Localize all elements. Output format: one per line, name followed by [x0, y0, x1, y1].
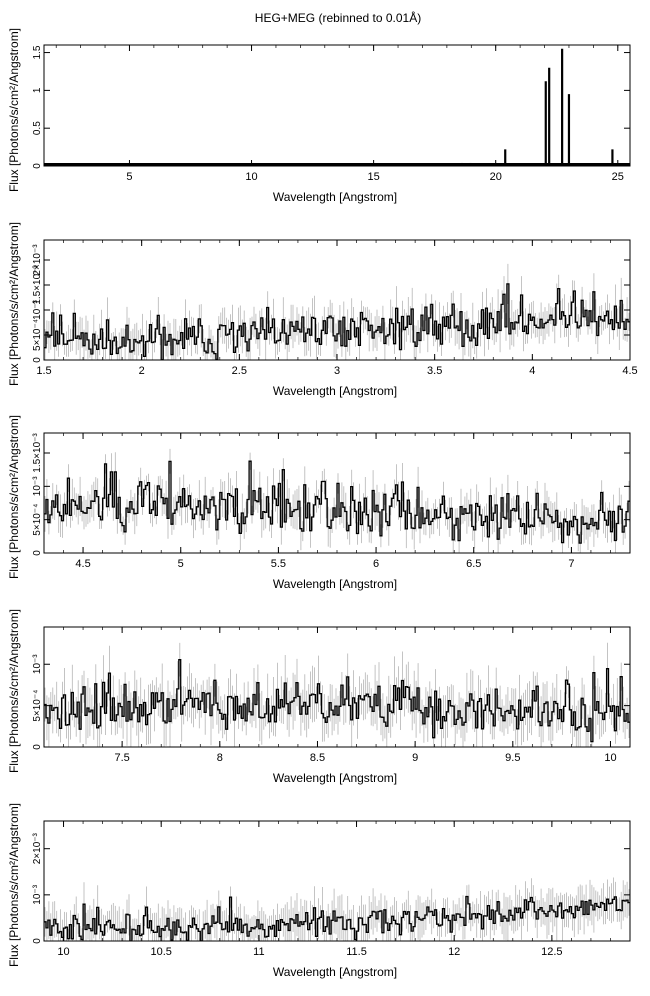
plot-area — [44, 642, 630, 747]
y-tick-label: 1.5×10⁻³ — [32, 265, 43, 305]
x-tick-label: 4.5 — [75, 558, 90, 570]
x-tick-label: 5 — [126, 171, 132, 183]
x-axis-label: Wavelength [Angstrom] — [273, 190, 397, 204]
y-tick-label: 0 — [32, 938, 43, 944]
x-tick-label: 8.5 — [310, 752, 325, 764]
plot-area — [44, 48, 630, 166]
x-tick-label: 12.5 — [541, 946, 562, 958]
x-tick-label: 11 — [253, 946, 264, 958]
x-tick-label: 20 — [490, 171, 502, 183]
y-axis-label: Flux [Photons/s/cm²/Angstrom] — [7, 28, 21, 192]
spectrum-panel-5: 10 10.5 11 11.5 12 12.5 0 10⁻³ 2×10⁻³ Wavelength … — [7, 803, 631, 979]
x-tick-label: 10.5 — [150, 946, 171, 958]
y-tick-label: 1 — [32, 87, 43, 93]
plot-frame — [43, 820, 631, 942]
x-tick-label: 4 — [529, 365, 535, 377]
x-tick-label: 12 — [448, 946, 460, 958]
y-tick-label: 5×10⁻⁴ — [32, 690, 43, 722]
x-tick-label: 6 — [373, 558, 379, 570]
y-tick-label: 2×10⁻³ — [32, 832, 43, 864]
error-bars — [44, 263, 630, 360]
y-tick-label: 0 — [32, 357, 43, 363]
figure-title: HEG+MEG (rebinned to 0.01Å) — [255, 10, 421, 25]
x-axis-label: Wavelength [Angstrom] — [273, 577, 397, 591]
spectrum-histogram — [44, 895, 630, 941]
spectrum-panel-4: 7.5 8 8.5 9 9.5 10 0 5×10⁻⁴ 10⁻³ Wavelength [Angs… — [7, 609, 631, 785]
plot-frame — [43, 626, 631, 748]
spectrum-panel-1: 5 10 15 20 25 0 0.5 1 1.5 Wavelength [Angstrom] Fl… — [7, 28, 631, 204]
y-tick-label: 0 — [32, 163, 43, 169]
x-axis-label: Wavelength [Angstrom] — [273, 771, 397, 785]
x-axis-label: Wavelength [Angstrom] — [273, 965, 397, 979]
y-axis-label: Flux [Photons/s/cm²/Angstrom] — [7, 222, 21, 386]
spectrum-histogram — [44, 460, 630, 544]
x-tick-label: 10 — [604, 752, 616, 764]
plot-area — [44, 448, 630, 553]
plot-area — [44, 877, 630, 941]
x-tick-label: 15 — [368, 171, 380, 183]
y-tick-label: 10⁻³ — [32, 299, 43, 319]
x-tick-label: 3.5 — [427, 365, 442, 377]
y-tick-label: 10⁻³ — [32, 476, 43, 496]
y-axis-label: Flux [Photons/s/cm²/Angstrom] — [7, 803, 21, 967]
y-tick-label: 10⁻³ — [32, 884, 43, 904]
y-tick-label: 10⁻³ — [32, 654, 43, 674]
y-axis-label: Flux [Photons/s/cm²/Angstrom] — [7, 415, 21, 579]
plot-area — [44, 263, 630, 360]
y-tick-label: 1.5 — [32, 45, 43, 59]
y-tick-label: 5×10⁻⁴ — [32, 504, 43, 536]
x-tick-label: 10 — [245, 171, 257, 183]
y-tick-label: 0.5 — [32, 121, 43, 135]
x-tick-label: 6.5 — [466, 558, 481, 570]
x-tick-label: 8 — [217, 752, 223, 764]
x-tick-label: 5.5 — [271, 558, 286, 570]
x-tick-label: 10 — [57, 946, 69, 958]
spectrum-histogram — [44, 659, 630, 743]
x-tick-label: 4.5 — [622, 365, 637, 377]
y-tick-label: 2×10⁻³ — [32, 244, 43, 276]
spectrum-panel-3: 4.5 5 5.5 6 6.5 7 0 5×10⁻⁴ 10⁻³ 1.5×10⁻³ Wavelengt… — [7, 415, 631, 591]
x-axis-label: Wavelength [Angstrom] — [273, 384, 397, 398]
x-tick-label: 11.5 — [346, 946, 367, 958]
x-tick-label: 9 — [412, 752, 418, 764]
plot-frame — [43, 239, 631, 361]
y-tick-label: 0 — [32, 550, 43, 556]
x-tick-label: 5 — [178, 558, 184, 570]
spectrum-histogram — [44, 283, 630, 360]
x-tick-label: 2.5 — [232, 365, 247, 377]
x-tick-label: 9.5 — [505, 752, 520, 764]
x-tick-label: 3 — [334, 365, 340, 377]
y-tick-label: 1.5×10⁻³ — [32, 433, 43, 473]
spectrum-panel-2: 1.5 2 2.5 3 3.5 4 4.5 0 5×10⁻⁴10⁻³1.5×10⁻³2×10⁻³… — [7, 222, 638, 398]
x-tick-label: 25 — [612, 171, 624, 183]
y-tick-label: 0 — [32, 744, 43, 750]
y-tick-label: 5×10⁻⁴ — [32, 319, 43, 351]
x-tick-label: 7 — [568, 558, 574, 570]
plot-frame — [43, 44, 631, 167]
y-axis-label: Flux [Photons/s/cm²/Angstrom] — [7, 609, 21, 773]
x-tick-label: 7.5 — [114, 752, 129, 764]
x-tick-label: 2 — [139, 365, 145, 377]
x-tick-label: 1.5 — [36, 365, 51, 377]
